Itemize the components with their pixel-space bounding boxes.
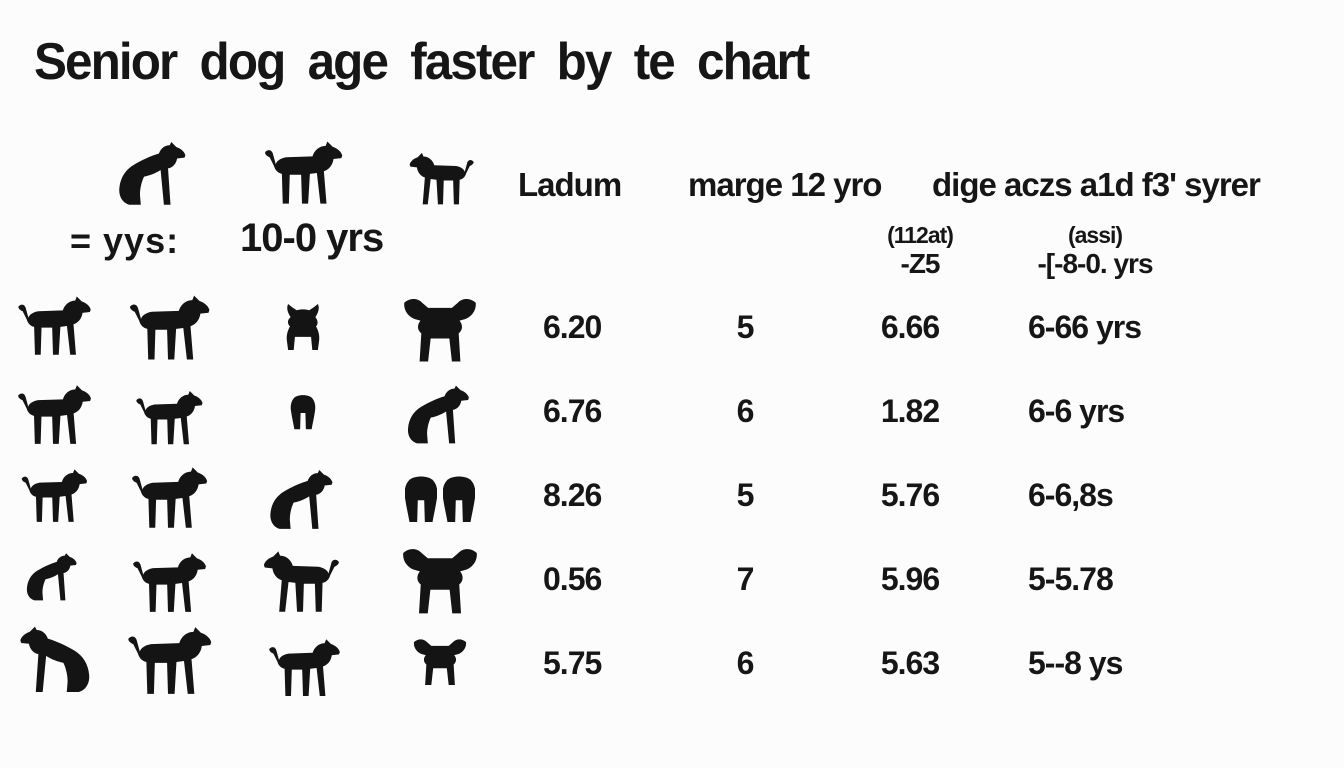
value-marge: 5 (736, 308, 755, 345)
column-header-3-4: dige aczs a1d f3' syrer (932, 166, 1261, 203)
legend-range-label: 10-0 yrs (240, 216, 384, 260)
dog-sitting-icon (19, 626, 89, 692)
dog-standing-icon (265, 141, 343, 204)
subheader-col3-line1: (112at) (887, 222, 954, 248)
dog-sitting-icon (269, 470, 332, 529)
value-col3: 5.76 (880, 476, 940, 513)
subheader-col4-line1: (assi) (1067, 222, 1123, 248)
dog-standing-icon (409, 152, 474, 205)
dog-standing-icon (127, 627, 211, 694)
value-marge: 5 (736, 476, 755, 513)
value-ladum: 6.20 (543, 308, 602, 345)
dog-standing-icon (17, 296, 91, 355)
subheader-col3-line2: -Z5 (900, 248, 941, 280)
value-col4: 6-6 yrs (1028, 392, 1125, 429)
value-ladum: 0.56 (543, 560, 602, 597)
dog-sitting-icon (119, 142, 186, 205)
subheader-col3: (112at) -Z5 (858, 222, 982, 281)
dog-standing-icon (263, 551, 339, 612)
value-col4: 5--8 ys (1028, 644, 1123, 681)
dog-standing-icon (131, 467, 207, 528)
dog-rear-icon (290, 395, 315, 430)
table-row: 5.75 6 5.63 5--8 ys (0, 621, 1344, 705)
dog-wide-ears-icon (404, 298, 476, 362)
legend-equals-label: = yys: (70, 220, 180, 261)
dog-age-table: 6.20 5 6.66 6-66 yrs 6.76 6 1.82 6-6 yrs… (0, 285, 1344, 705)
value-col3: 5.63 (880, 644, 940, 681)
dog-wide-ears-icon (403, 549, 477, 614)
dog-standing-icon (17, 385, 91, 444)
value-marge: 6 (736, 644, 755, 681)
value-col3: 6.66 (880, 308, 940, 345)
value-col3: 5.96 (880, 560, 940, 597)
column-header-2: marge 12 yro (688, 166, 882, 203)
value-col4: 6-6,8s (1028, 476, 1114, 513)
dog-standing-icon (21, 469, 87, 522)
subheader-col4: (assi) -[-8-0. yrs (1000, 222, 1190, 281)
dog-standing-icon (268, 639, 340, 696)
value-ladum: 8.26 (543, 476, 602, 513)
column-header-1: Ladum (518, 166, 622, 203)
page-title: Senior dog age faster by te chart (34, 33, 810, 91)
dog-front-icon (286, 304, 319, 350)
value-col4: 6-66 yrs (1028, 308, 1142, 345)
value-col3: 1.82 (880, 392, 940, 429)
value-ladum: 5.75 (543, 644, 602, 681)
table-row: 8.26 5 5.76 6-6,8s (0, 453, 1344, 537)
dog-wide-ears-icon (413, 639, 467, 685)
dog-standing-icon (135, 391, 202, 445)
dog-rear-icon (405, 476, 437, 523)
value-marge: 6 (736, 392, 755, 429)
dog-standing-icon (129, 295, 209, 360)
dog-rear-icon (443, 476, 475, 523)
value-col4: 5-5.78 (1028, 560, 1114, 597)
table-row: 0.56 7 5.96 5-5.78 (0, 537, 1344, 621)
dog-sitting-icon (26, 553, 77, 601)
table-row: 6.76 6 1.82 6-6 yrs (0, 369, 1344, 453)
value-ladum: 6.76 (543, 392, 602, 429)
table-row: 6.20 5 6.66 6-66 yrs (0, 285, 1344, 369)
subheader-col4-line2: -[-8-0. yrs (1037, 248, 1153, 280)
dog-standing-icon (132, 553, 206, 612)
dog-sitting-icon (407, 385, 469, 444)
value-marge: 7 (736, 560, 755, 597)
